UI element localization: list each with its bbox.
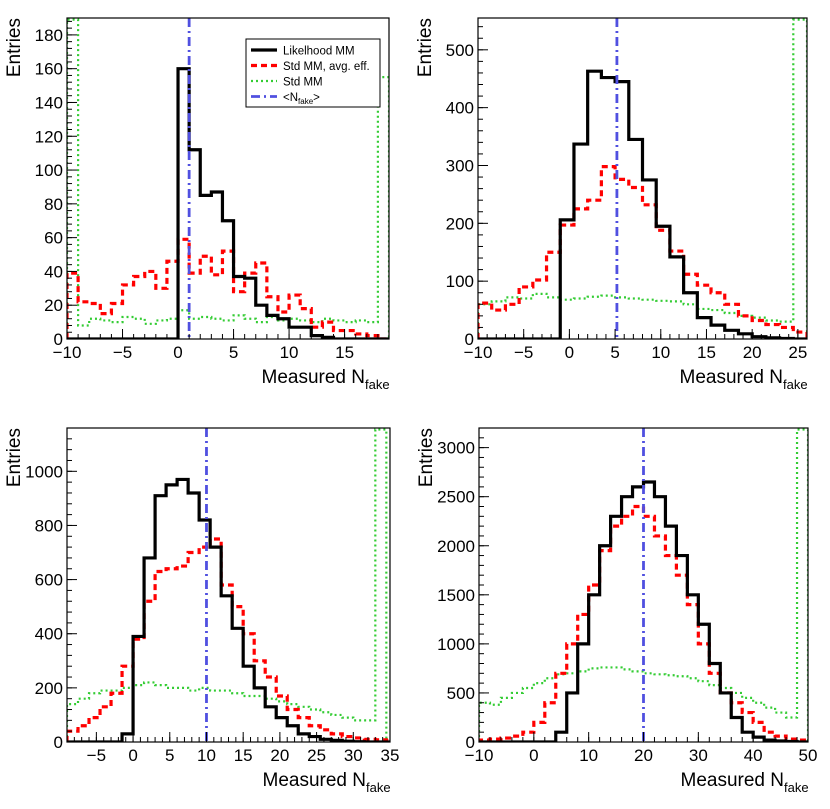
y-tick-label: 3000	[437, 439, 475, 458]
x-tick-label: 0	[173, 343, 182, 362]
y-tick-label: 100	[35, 161, 63, 180]
y-tick-label: 400	[35, 625, 63, 644]
x-tick-label: 40	[744, 746, 763, 765]
y-tick-label: 600	[35, 571, 63, 590]
x-axis-label-subscript: fake	[365, 377, 390, 392]
x-axis-label: Measured N	[263, 770, 367, 791]
x-tick-label: 10	[197, 746, 216, 765]
histogram-likelihood	[67, 477, 390, 742]
y-axis-label: Entries	[416, 428, 437, 487]
x-tick-label: 50	[799, 746, 818, 765]
histogram-std-avg	[478, 165, 807, 339]
y-tick-label: 20	[44, 296, 63, 315]
y-tick-label: 200	[446, 214, 474, 233]
x-axis-label-subscript: fake	[784, 780, 809, 795]
panel-3: 0 200 400 600 800 1000 −5 0 5 10 15 20 25 30 35 Entries…	[4, 427, 400, 795]
y-tick-label: 60	[44, 229, 63, 248]
panel-1: 0 20 40 60 80 100 120 140 160 180 −10 −5 0 5 10 15 Entri…	[4, 17, 390, 392]
x-axis-label-subscript: fake	[783, 377, 808, 392]
y-tick-label: 200	[35, 679, 63, 698]
y-tick-label: 0	[466, 733, 475, 752]
y-tick-label: 180	[35, 26, 63, 45]
y-axis-label: Entries	[4, 428, 25, 487]
x-tick-label: 0	[565, 343, 574, 362]
x-tick-label: 20	[270, 746, 289, 765]
x-tick-label: 10	[651, 343, 670, 362]
y-tick-label: 140	[35, 93, 63, 112]
x-axis-label-subscript: fake	[366, 780, 391, 795]
histogram-std-avg	[67, 537, 390, 742]
histogram-std-avg	[67, 237, 389, 339]
histogram-std	[67, 428, 390, 742]
y-axis-label: Entries	[4, 18, 25, 77]
legend-label: Std MM	[283, 77, 323, 89]
x-tick-label: 30	[689, 746, 708, 765]
y-tick-label: 400	[446, 99, 474, 118]
histogram-likelihood	[67, 67, 389, 339]
y-tick-label: 80	[44, 195, 63, 214]
plot-frame	[66, 17, 390, 340]
y-tick-label: 0	[465, 330, 474, 349]
y-tick-label: 100	[446, 272, 474, 291]
histogram-likelihood	[479, 480, 808, 742]
x-tick-label: −5	[514, 343, 533, 362]
x-axis-label: Measured N	[681, 770, 785, 791]
y-tick-label: 500	[447, 684, 475, 703]
x-tick-label: 0	[529, 746, 538, 765]
x-tick-label: 25	[788, 343, 807, 362]
x-tick-label: 5	[610, 343, 619, 362]
histogram-std	[478, 18, 807, 339]
y-tick-label: 1000	[25, 462, 63, 481]
x-tick-label: 35	[381, 746, 400, 765]
panel-2: 0 100 200 300 400 500 −10 −5 0 5 10 15 20 25 Entries Me…	[415, 17, 808, 392]
x-tick-label: 0	[128, 746, 137, 765]
y-tick-label: 1000	[437, 635, 475, 654]
y-tick-label: 0	[54, 330, 63, 349]
histogram-std	[67, 18, 389, 339]
x-tick-label: 25	[307, 746, 326, 765]
legend: Likelhood MM Std MM, avg. eff. Std MM <Nfak…	[245, 38, 381, 108]
y-tick-label: 120	[35, 127, 63, 146]
y-tick-label: 0	[54, 733, 63, 752]
y-tick-label: 40	[44, 262, 63, 281]
x-tick-label: −5	[113, 343, 132, 362]
y-tick-label: 1500	[437, 586, 475, 605]
x-axis-label: Measured N	[680, 367, 784, 388]
x-tick-label: −10	[464, 343, 493, 362]
x-tick-label: 10	[280, 343, 299, 362]
x-tick-label: −10	[465, 746, 494, 765]
x-tick-label: 15	[335, 343, 354, 362]
x-tick-label: 10	[579, 746, 598, 765]
y-tick-label: 160	[35, 60, 63, 79]
x-axis-label: Measured N	[262, 367, 366, 388]
legend-label: Std MM, avg. eff.	[283, 61, 370, 73]
y-tick-label: 300	[446, 156, 474, 175]
y-tick-label: 800	[35, 516, 63, 535]
x-tick-label: 20	[743, 343, 762, 362]
x-tick-label: 5	[165, 746, 174, 765]
legend-label: Likelhood MM	[283, 46, 355, 58]
x-tick-label: −5	[87, 746, 106, 765]
y-tick-label: 2500	[437, 488, 475, 507]
x-tick-label: 15	[697, 343, 716, 362]
y-tick-label: 500	[446, 41, 474, 60]
x-tick-label: 30	[344, 746, 363, 765]
x-tick-label: 5	[229, 343, 238, 362]
y-axis-label: Entries	[415, 18, 436, 77]
x-tick-label: 20	[634, 746, 653, 765]
x-tick-label: −10	[53, 343, 82, 362]
legend-label: <Nfake>	[283, 92, 320, 106]
y-tick-label: 2000	[437, 537, 475, 556]
x-tick-label: 15	[234, 746, 253, 765]
